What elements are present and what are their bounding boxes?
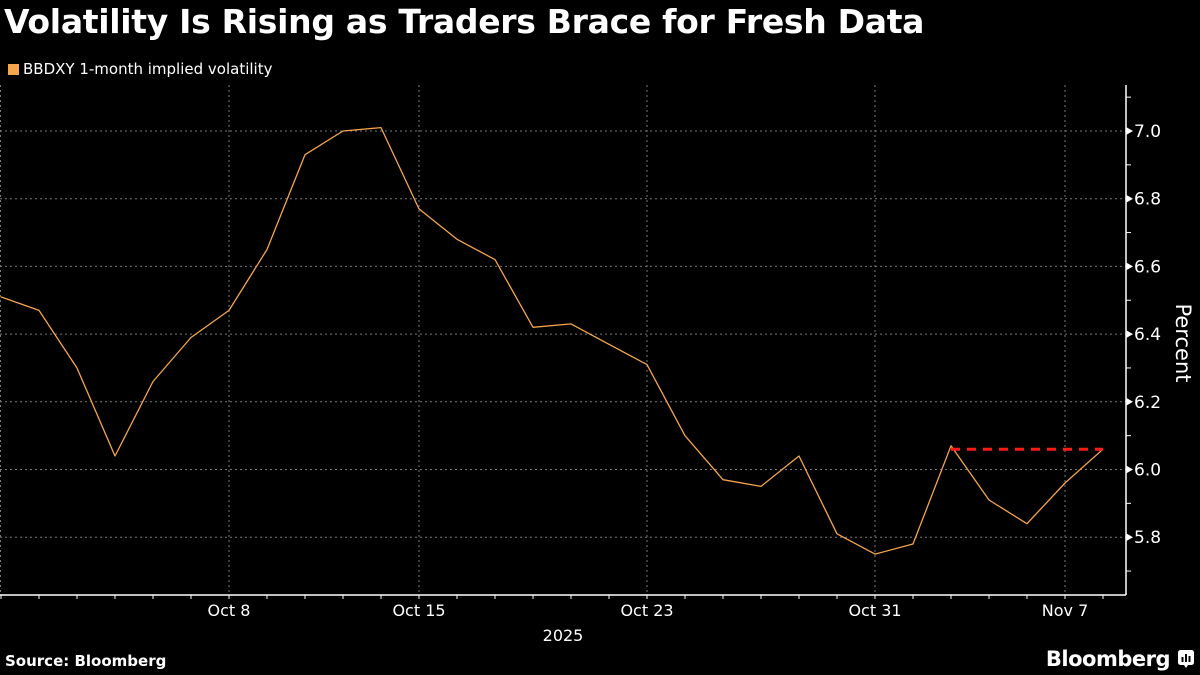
x-tick-label: Oct 8 (208, 601, 251, 620)
x-tick-label: Oct 23 (620, 601, 673, 620)
y-tick-marker (1126, 533, 1133, 542)
legend-swatch (8, 63, 19, 75)
x-tick-label: Oct 31 (848, 601, 901, 620)
y-tick-label: 6.8 (1134, 190, 1161, 210)
y-tick-marker (1126, 262, 1133, 271)
y-tick-label: 6.6 (1134, 257, 1161, 277)
legend-label: BBDXY 1-month implied volatility (23, 60, 273, 78)
y-tick-label: 5.8 (1134, 528, 1161, 548)
source-note: Source: Bloomberg (5, 652, 167, 670)
x-year-label: 2025 (543, 626, 584, 645)
x-tick-label: Nov 7 (1042, 601, 1089, 620)
y-tick-label: 6.0 (1134, 461, 1161, 481)
x-tick-label: Oct 15 (392, 601, 445, 620)
y-axis-title: Percent (1171, 303, 1195, 382)
bloomberg-chart-icon (1178, 650, 1194, 668)
bloomberg-logo: Bloomberg (1045, 647, 1171, 671)
y-tick-label: 6.2 (1134, 393, 1161, 413)
y-tick-label: 6.4 (1134, 325, 1161, 345)
y-tick-marker (1126, 127, 1133, 135)
series-line (0, 126, 1104, 555)
chart-title: Volatility Is Rising as Traders Brace fo… (4, 2, 925, 41)
y-tick-label: 7.0 (1134, 122, 1161, 142)
y-tick-marker (1126, 330, 1133, 339)
legend: BBDXY 1-month implied volatility (8, 60, 272, 78)
y-tick-marker (1126, 194, 1133, 203)
y-tick-marker (1126, 397, 1133, 406)
y-tick-marker (1126, 465, 1133, 474)
